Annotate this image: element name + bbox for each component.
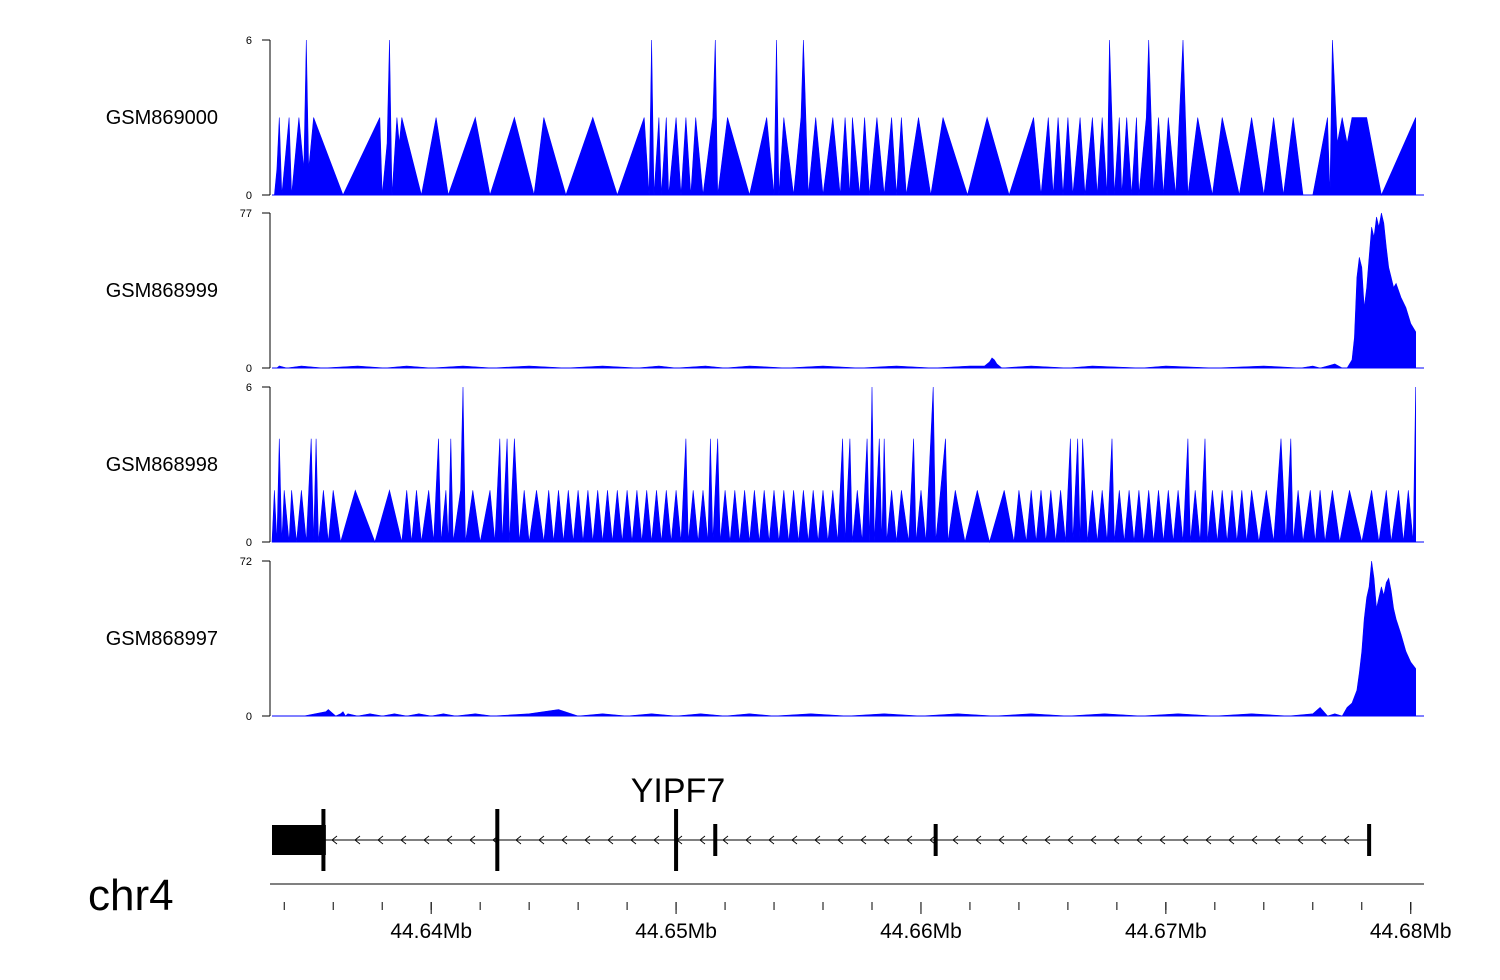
exon-mark (495, 809, 500, 871)
signal-tracks: GSM86900060GSM868999770GSM86899860GSM868… (106, 35, 1424, 723)
strand-arrow (745, 835, 752, 845)
strand-arrow (538, 835, 545, 845)
strand-arrow (1274, 835, 1281, 845)
x-tick-label: 44.64Mb (390, 920, 472, 943)
strand-arrow (653, 835, 660, 845)
track-name-label: GSM868999 (106, 280, 218, 302)
strand-arrow (1297, 835, 1304, 845)
strand-arrow (469, 835, 476, 845)
strand-arrow (515, 835, 522, 845)
strand-arrow (1136, 835, 1143, 845)
strand-arrow (1320, 835, 1327, 845)
strand-arrow (423, 835, 430, 845)
strand-arrow (768, 835, 775, 845)
coverage-area (303, 560, 1416, 717)
strand-arrow (952, 835, 959, 845)
strand-arrow (1251, 835, 1258, 845)
x-tick-label: 44.67Mb (1125, 920, 1207, 943)
track-GSM869000: GSM869000 6 0 (106, 35, 1424, 202)
strand-arrow (1205, 835, 1212, 845)
y-min-label: 0 (246, 537, 252, 549)
strand-arrow (1021, 835, 1028, 845)
strand-arrow (446, 835, 453, 845)
track-name-label: GSM869000 (106, 107, 218, 129)
x-tick-label: 44.65Mb (635, 920, 717, 943)
strand-arrow (1182, 835, 1189, 845)
strand-arrow (814, 835, 821, 845)
coverage-area (271, 386, 1416, 544)
strand-arrow (354, 835, 361, 845)
exon-mark (713, 824, 718, 856)
gene-track: YIPF7 (272, 772, 1372, 871)
strand-arrow (860, 835, 867, 845)
strand-arrow (975, 835, 982, 845)
x-tick-label: 44.66Mb (880, 920, 962, 943)
x-tick-label: 44.68Mb (1370, 920, 1452, 943)
strand-arrow (1044, 835, 1051, 845)
strand-arrow (883, 835, 890, 845)
strand-arrow (607, 835, 614, 845)
y-max-label: 77 (240, 208, 252, 220)
strand-arrow (837, 835, 844, 845)
strand-arrow (906, 835, 913, 845)
y-min-label: 0 (246, 711, 252, 723)
track-GSM868997: GSM868997 72 0 (106, 556, 1424, 723)
strand-arrow (400, 835, 407, 845)
track-GSM868998: GSM868998 6 0 (106, 382, 1424, 549)
strand-arrow (929, 835, 936, 845)
strand-arrow (1090, 835, 1097, 845)
y-min-label: 0 (246, 190, 252, 202)
strand-arrow (584, 835, 591, 845)
track-name-label: GSM868997 (106, 628, 218, 650)
coverage-area (276, 212, 1416, 369)
genomic-axis: chr4 44.64Mb 44.65Mb 44.66Mb 44.67Mb 44.68Mb (88, 871, 1452, 943)
strand-arrow (998, 835, 1005, 845)
exon-mark (674, 809, 679, 871)
y-max-label: 6 (246, 35, 252, 47)
strand-arrow (1067, 835, 1074, 845)
track-name-label: GSM868998 (106, 454, 218, 476)
strand-arrow (1113, 835, 1120, 845)
y-max-label: 72 (240, 556, 252, 568)
strand-arrow (377, 835, 384, 845)
exon-mark (933, 824, 938, 856)
exon-mark (321, 809, 326, 871)
y-max-label: 6 (246, 382, 252, 394)
strand-arrow (1159, 835, 1166, 845)
strand-arrow (331, 835, 338, 845)
utr-block (272, 825, 326, 855)
gene-label: YIPF7 (631, 772, 725, 810)
strand-arrow (630, 835, 637, 845)
strand-arrow (791, 835, 798, 845)
strand-arrow (722, 835, 729, 845)
coverage-area (274, 39, 1416, 197)
exon-mark (1367, 824, 1372, 856)
strand-arrow (1343, 835, 1350, 845)
y-min-label: 0 (246, 363, 252, 375)
strand-arrow (699, 835, 706, 845)
strand-arrow (561, 835, 568, 845)
strand-arrow (1228, 835, 1235, 845)
track-GSM868999: GSM868999 77 0 (106, 208, 1424, 375)
chromosome-label: chr4 (88, 871, 174, 920)
